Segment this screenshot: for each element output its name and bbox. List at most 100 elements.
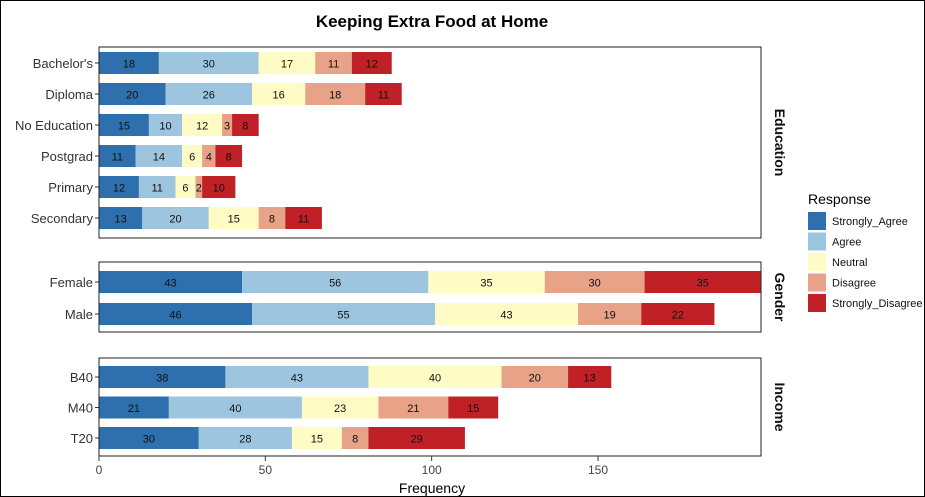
bar-segment-strongly-agree	[99, 114, 149, 136]
panel-border	[98, 46, 762, 239]
bar-segment-strongly-disagree	[448, 396, 499, 419]
data-label: 20	[126, 90, 138, 102]
x-tick-label: 50	[259, 463, 273, 477]
legend-title: Response	[808, 191, 871, 207]
legend-label: Agree	[832, 237, 861, 249]
bar-segment-agree	[135, 145, 183, 167]
category-label: T20	[71, 431, 93, 446]
x-tick-label: 150	[588, 463, 608, 477]
strip-label: Income	[772, 382, 788, 431]
category-label: Primary	[48, 180, 93, 195]
bar-segment-disagree	[341, 427, 369, 449]
data-label: 20	[529, 373, 541, 385]
bar-segment-neutral	[428, 271, 545, 293]
data-label: 20	[169, 214, 181, 226]
legend-label: Disagree	[832, 278, 876, 290]
data-label: 15	[467, 403, 479, 415]
data-label: 19	[604, 310, 616, 322]
data-label: 11	[298, 214, 309, 226]
data-label: 15	[311, 434, 323, 446]
legend-label: Strongly_Agree	[832, 216, 908, 228]
data-label: 40	[229, 403, 241, 415]
legend-swatch-strongly-agree	[808, 212, 826, 230]
bar-segment-disagree	[578, 303, 642, 325]
category-label: Female	[50, 275, 93, 290]
bar-segment-strongly-disagree	[365, 83, 402, 105]
category-label: No Education	[15, 118, 93, 133]
data-label: 3	[224, 121, 230, 133]
bar-segment-neutral	[182, 145, 203, 167]
bar-segment-strongly-agree	[99, 366, 226, 388]
data-label: 35	[697, 278, 709, 290]
bar-segment-disagree	[305, 83, 366, 105]
bar-segment-disagree	[222, 114, 233, 136]
bar-segment-agree	[225, 366, 369, 388]
bar-segment-agree	[165, 83, 253, 105]
x-axis-label: Frequency	[399, 480, 465, 496]
data-label: 14	[153, 152, 165, 164]
bar-segment-neutral	[301, 396, 379, 419]
bar-segment-strongly-disagree	[644, 271, 761, 293]
bar-segment-strongly-disagree	[641, 303, 715, 325]
panel-border	[98, 357, 762, 457]
bar-segment-disagree	[195, 176, 203, 198]
data-label: 17	[281, 59, 293, 71]
bar-segment-agree	[168, 396, 302, 419]
data-label: 22	[672, 310, 684, 322]
bar-segment-neutral	[208, 207, 259, 229]
data-label: 4	[206, 152, 212, 164]
bar-segment-strongly-disagree	[202, 176, 236, 198]
bar-segment-disagree	[378, 396, 449, 419]
legend-swatch-agree	[808, 232, 826, 251]
bar-segment-disagree	[544, 271, 645, 293]
data-label: 8	[269, 214, 275, 226]
legend-swatch-strongly-disagree	[808, 294, 826, 312]
chart-title: Keeping Extra Food at Home	[316, 12, 548, 31]
bar-segment-agree	[158, 52, 259, 74]
bar-segment-strongly-disagree	[568, 366, 612, 388]
data-label: 11	[112, 152, 123, 164]
data-label: 10	[159, 121, 171, 133]
data-label: 2	[196, 183, 202, 195]
bar-segment-strongly-agree	[99, 396, 169, 419]
data-label: 43	[291, 373, 303, 385]
legend-label: Neutral	[832, 257, 867, 269]
bar-segment-strongly-agree	[99, 207, 143, 229]
data-label: 43	[164, 278, 176, 290]
data-label: 11	[378, 90, 389, 102]
data-label: 10	[213, 183, 225, 195]
bar-segment-strongly-agree	[99, 427, 199, 449]
data-label: 18	[123, 59, 135, 71]
data-label: 15	[228, 214, 240, 226]
data-label: 21	[407, 403, 419, 415]
data-label: 16	[273, 90, 285, 102]
data-label: 55	[337, 310, 349, 322]
strip-label: Gender	[772, 272, 788, 322]
category-label: Postgrad	[41, 149, 93, 164]
data-label: 43	[500, 310, 512, 322]
data-label: 40	[429, 373, 441, 385]
data-label: 30	[589, 278, 601, 290]
data-label: 12	[366, 59, 378, 71]
bar-segment-strongly-agree	[99, 145, 136, 167]
bar-segment-agree	[148, 114, 183, 136]
panel-gender: 43 56 35 30 35 46 55 43 19 22 Female Male Gender	[50, 261, 788, 333]
bar-segment-neutral	[175, 176, 196, 198]
category-label: Diploma	[45, 87, 93, 102]
panel-bars: 43 56 35 30 35 46 55 43 19 22	[99, 271, 761, 325]
data-label: 26	[203, 90, 215, 102]
data-label: 35	[480, 278, 492, 290]
bar-segment-neutral	[252, 83, 306, 105]
bar-segment-disagree	[202, 145, 216, 167]
bar-segment-strongly-disagree	[351, 52, 392, 74]
bar-segment-agree	[142, 207, 209, 229]
category-label: Secondary	[31, 211, 94, 226]
data-label: 28	[239, 434, 251, 446]
data-label: 6	[182, 183, 188, 195]
data-label: 11	[328, 59, 339, 71]
data-label: 8	[242, 121, 248, 133]
data-label: 8	[226, 152, 232, 164]
data-label: 56	[329, 278, 341, 290]
